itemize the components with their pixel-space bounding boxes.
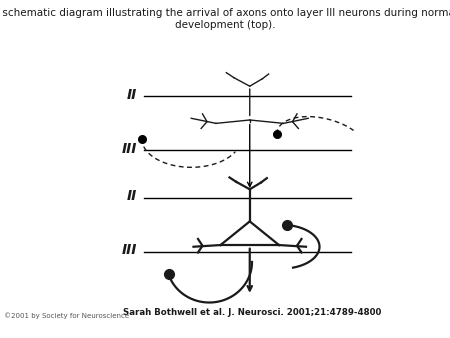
Text: ©2001 by Society for Neuroscience: ©2001 by Society for Neuroscience [4,313,130,319]
Text: III: III [122,243,137,257]
Text: II: II [127,88,137,102]
Text: II: II [127,189,137,203]
Text: Sarah Bothwell et al. J. Neurosci. 2001;21:4789-4800: Sarah Bothwell et al. J. Neurosci. 2001;… [123,308,381,317]
Text: A schematic diagram illustrating the arrival of axons onto layer III neurons dur: A schematic diagram illustrating the arr… [0,8,450,30]
Text: III: III [122,142,137,156]
Text: The Journal of Neuroscience: The Journal of Neuroscience [33,323,102,328]
